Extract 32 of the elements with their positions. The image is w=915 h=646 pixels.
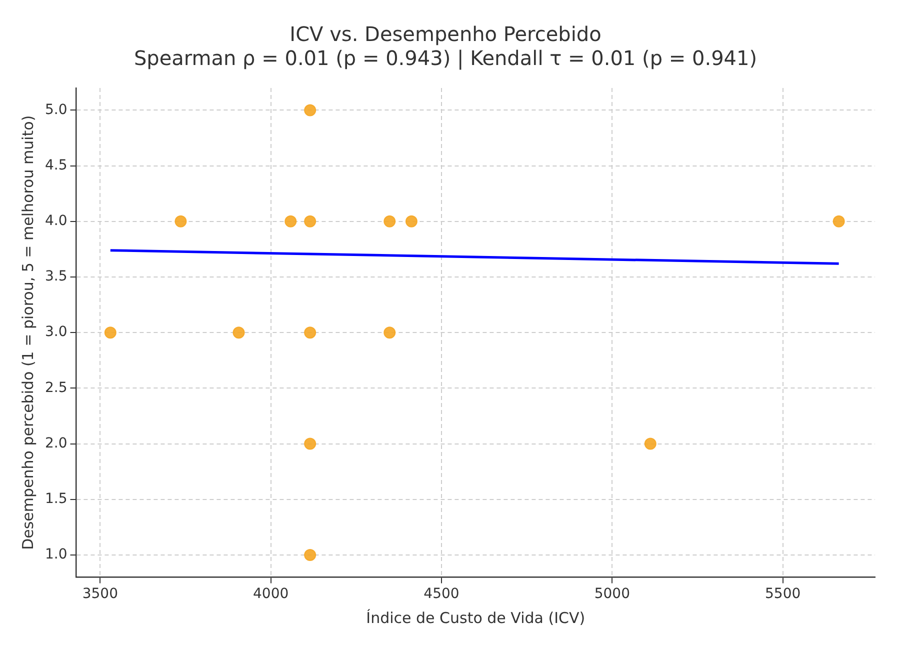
chart-subtitle: Spearman ρ = 0.01 (p = 0.943) | Kendall τ = 0.01 (p = 0.941) [134, 46, 758, 70]
point [405, 215, 418, 228]
y-tick-label: 1.5 [45, 491, 68, 508]
point [304, 104, 316, 116]
y-tick-label: 1.0 [45, 546, 68, 563]
point [832, 215, 845, 228]
point [284, 215, 297, 228]
point [104, 326, 116, 339]
x-tick-label: 3500 [82, 586, 118, 602]
y-tick-label: 4.0 [45, 213, 68, 230]
y-tick-label: 4.5 [45, 157, 68, 174]
point [644, 438, 656, 450]
x-tick-label: 4500 [424, 586, 460, 602]
point [304, 548, 316, 561]
point [304, 215, 316, 228]
y-tick-label: 3.0 [45, 324, 68, 340]
x-tick-label: 5000 [594, 586, 630, 602]
point [232, 326, 245, 339]
y-axis-title: Desempenho percebido (1 = piorou, 5 = melhorou muito) [18, 115, 37, 550]
point [384, 326, 396, 339]
point [384, 215, 396, 228]
y-tick-label: 2.0 [45, 435, 68, 452]
y-tick-label: 3.5 [45, 268, 68, 285]
point [174, 215, 187, 228]
x-axis-title: Índice de Custo de Vida (ICV) [366, 608, 586, 627]
x-tick-label: 5500 [765, 586, 801, 602]
y-tick-label: 2.5 [45, 380, 68, 396]
x-tick-label: 4000 [253, 586, 289, 602]
point [304, 326, 316, 339]
point [304, 438, 316, 450]
y-tick-label: 5.0 [45, 102, 68, 118]
chart-title: ICV vs. Desempenho Percebido [290, 22, 602, 46]
